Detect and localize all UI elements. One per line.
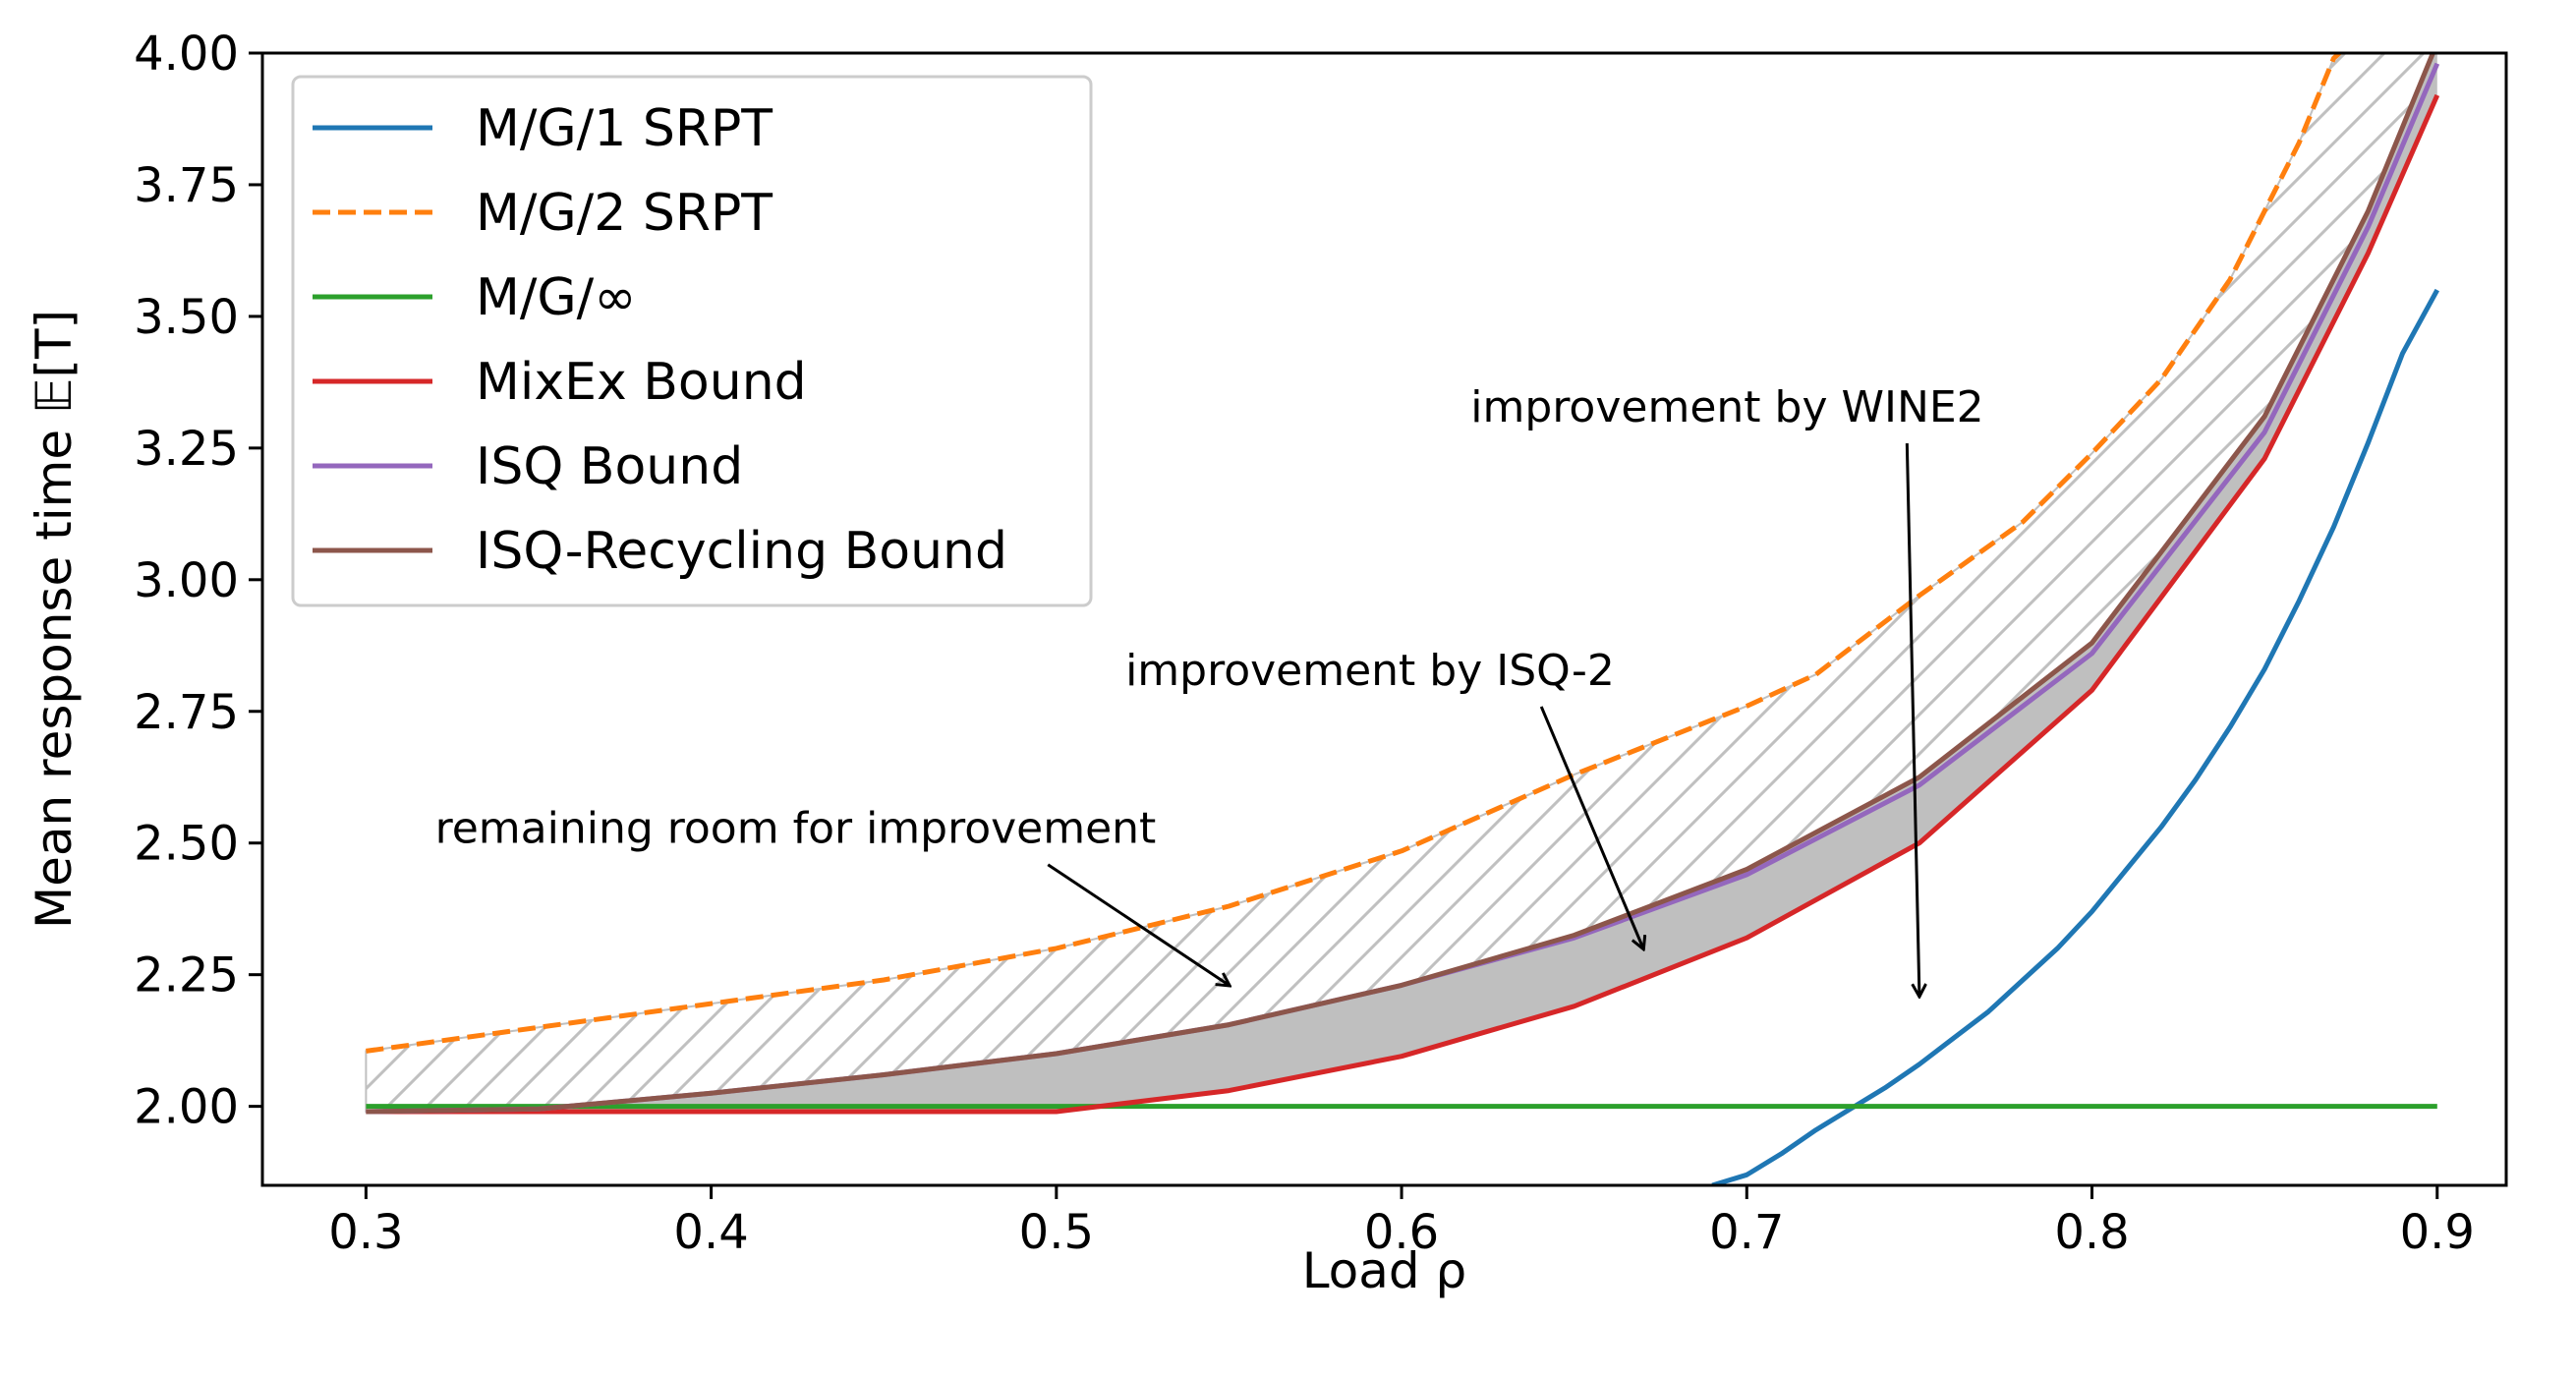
y-tick-label: 3.75: [134, 158, 239, 213]
axis-ticks: 0.3 0.4 0.5 0.6 0.7 0.8 0.9 2.00 2.25 2.50 2.75 3.0…: [134, 27, 2475, 1260]
legend-label-isq-bound: ISQ Bound: [476, 437, 743, 496]
annotation-label: improvement by ISQ-2: [1125, 646, 1615, 696]
series-lines: [366, 53, 2440, 1185]
y-tick-label: 2.75: [134, 685, 239, 740]
legend-label-m-g-1-srpt: M/G/1 SRPT: [476, 99, 773, 158]
legend-label-m-g-inf: M/G/∞: [476, 268, 637, 327]
legend-label-isq-recycling-bound: ISQ-Recycling Bound: [476, 522, 1007, 581]
x-tick-label: 0.7: [1709, 1205, 1784, 1260]
x-tick-label: 0.8: [2054, 1205, 2129, 1260]
annotations: remaining room for improvement improvemen…: [435, 382, 1984, 996]
legend-label-mixex-bound: MixEx Bound: [476, 353, 807, 412]
annotation-arrow: [1539, 706, 1643, 948]
y-tick-label: 2.00: [134, 1080, 239, 1135]
x-tick-label: 0.5: [1019, 1205, 1094, 1260]
x-tick-label: 0.4: [673, 1205, 748, 1260]
plot-frame: [260, 51, 2508, 1187]
y-tick-label: 2.25: [134, 948, 239, 1004]
y-tick-label: 3.00: [134, 553, 239, 608]
x-tick-label: 0.6: [1364, 1205, 1439, 1260]
series-line-mixex-bound: [366, 93, 2440, 1115]
series-line-isq-recycling-bound: [366, 53, 2436, 1115]
series-line-m-g-2-srpt: [366, 53, 2343, 1054]
legend-label-m-g-2-srpt: M/G/2 SRPT: [476, 184, 773, 243]
y-tick-label: 2.50: [134, 817, 239, 872]
y-tick-label: 4.00: [134, 27, 239, 82]
legend-box: [291, 75, 1093, 607]
annotation-arrow: [1047, 863, 1229, 986]
legend: M/G/1 SRPT M/G/2 SRPT M/G/∞ MixEx Bound ISQ …: [291, 75, 1093, 607]
annotation-label: remaining room for improvement: [435, 804, 1157, 854]
x-tick-label: 0.9: [2400, 1205, 2475, 1260]
series-line-m-g-1-srpt: [1711, 288, 2439, 1185]
y-tick-label: 3.50: [134, 290, 239, 345]
annotation-arrow: [1905, 443, 1919, 996]
x-axis-label: Load ρ: [1302, 1242, 1467, 1299]
x-tick-label: 0.3: [328, 1205, 403, 1260]
y-tick-label: 3.25: [134, 422, 239, 477]
annotation-label: improvement by WINE2: [1470, 382, 1983, 432]
y-axis-label: Mean response time 𝔼[T]: [26, 310, 83, 929]
